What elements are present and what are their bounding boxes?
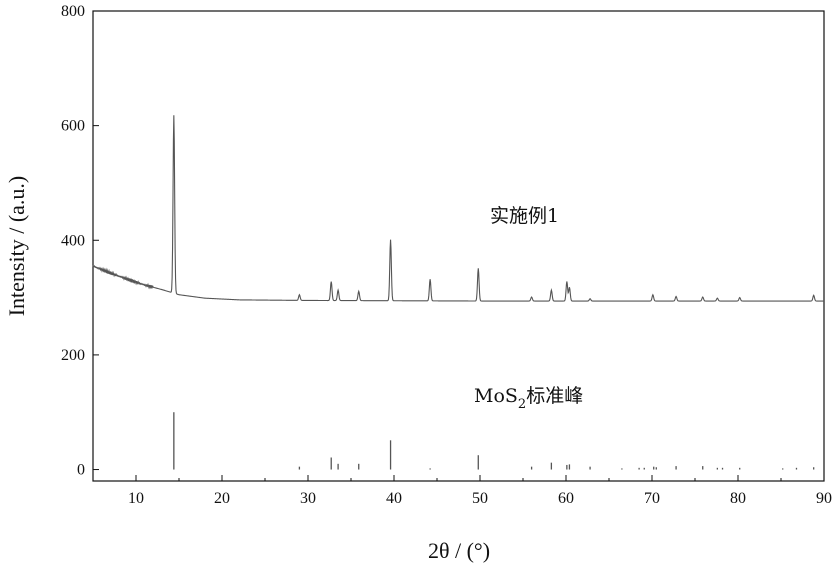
x-axis: 10 20 30 40 50 60 70 80 90 xyxy=(128,475,832,507)
y-tick-label: 600 xyxy=(61,118,85,135)
x-tick-label: 20 xyxy=(214,490,230,507)
x-tick-label: 80 xyxy=(730,490,746,507)
y-tick-label: 400 xyxy=(61,232,85,249)
annotation-sample-label: 实施例1 xyxy=(490,205,559,227)
x-tick-label: 30 xyxy=(300,490,316,507)
x-tick-label: 50 xyxy=(472,490,488,507)
y-tick-label: 0 xyxy=(77,462,85,479)
x-tick-label: 10 xyxy=(128,490,144,507)
x-axis-title: 2θ / (°) xyxy=(428,538,490,563)
reference-label-suffix: 标准峰 xyxy=(526,385,583,407)
x-tick-label: 90 xyxy=(816,490,832,507)
y-axis-title: Intensity / (a.u.) xyxy=(4,176,29,317)
y-tick-label: 800 xyxy=(61,3,85,20)
series-layer xyxy=(93,115,824,469)
reference-label-prefix: MoS xyxy=(474,385,518,407)
annotation-reference-label: MoS2标准峰 xyxy=(474,385,583,412)
reference-label-subscript: 2 xyxy=(518,397,526,412)
pattern-line xyxy=(93,115,824,301)
x-tick-label: 60 xyxy=(558,490,574,507)
y-tick-label: 200 xyxy=(61,347,85,364)
x-tick-label: 70 xyxy=(644,490,660,507)
x-tick-label: 40 xyxy=(386,490,402,507)
plot-frame xyxy=(93,11,824,481)
